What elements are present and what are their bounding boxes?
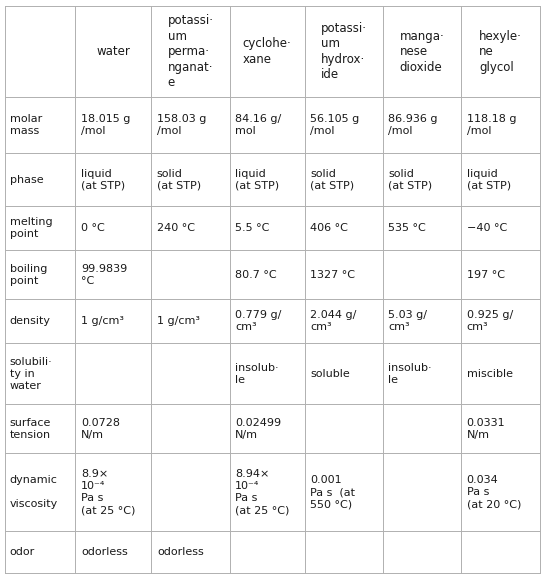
Text: melting
point: melting point xyxy=(10,217,52,239)
Text: 99.9839
°C: 99.9839 °C xyxy=(81,263,127,285)
Text: 0.779 g/
cm³: 0.779 g/ cm³ xyxy=(235,310,282,332)
Text: 1 g/cm³: 1 g/cm³ xyxy=(81,316,124,326)
Text: surface
tension: surface tension xyxy=(10,417,51,439)
Text: 0.0728
N/m: 0.0728 N/m xyxy=(81,417,120,439)
Text: 118.18 g
/mol: 118.18 g /mol xyxy=(467,114,516,136)
Text: cyclohe·
xane: cyclohe· xane xyxy=(243,38,292,66)
Text: 18.015 g
/mol: 18.015 g /mol xyxy=(81,114,130,136)
Text: odor: odor xyxy=(10,547,35,557)
Text: 1327 °C: 1327 °C xyxy=(310,270,355,280)
Text: 0.925 g/
cm³: 0.925 g/ cm³ xyxy=(467,310,513,332)
Text: 158.03 g
/mol: 158.03 g /mol xyxy=(157,114,206,136)
Text: 0 °C: 0 °C xyxy=(81,223,105,233)
Text: water: water xyxy=(96,45,130,58)
Text: density: density xyxy=(10,316,51,326)
Text: solid
(at STP): solid (at STP) xyxy=(389,168,432,190)
Text: 86.936 g
/mol: 86.936 g /mol xyxy=(389,114,438,136)
Text: hexyle·
ne
glycol: hexyle· ne glycol xyxy=(479,30,522,74)
Text: miscible: miscible xyxy=(467,369,513,379)
Text: solubili·
ty in
water: solubili· ty in water xyxy=(10,357,52,391)
Text: −40 °C: −40 °C xyxy=(467,223,507,233)
Text: 56.105 g
/mol: 56.105 g /mol xyxy=(310,114,359,136)
Text: 8.9×
10⁻⁴
Pa s
(at 25 °C): 8.9× 10⁻⁴ Pa s (at 25 °C) xyxy=(81,469,135,515)
Text: 1 g/cm³: 1 g/cm³ xyxy=(157,316,200,326)
Text: insolub·
le: insolub· le xyxy=(235,362,279,384)
Text: 240 °C: 240 °C xyxy=(157,223,195,233)
Text: 535 °C: 535 °C xyxy=(389,223,426,233)
Text: 80.7 °C: 80.7 °C xyxy=(235,270,277,280)
Text: 2.044 g/
cm³: 2.044 g/ cm³ xyxy=(310,310,356,332)
Text: solid
(at STP): solid (at STP) xyxy=(310,168,354,190)
Text: 0.001
Pa s  (at
550 °C): 0.001 Pa s (at 550 °C) xyxy=(310,475,355,509)
Text: 0.034
Pa s
(at 20 °C): 0.034 Pa s (at 20 °C) xyxy=(467,475,521,509)
Text: 5.5 °C: 5.5 °C xyxy=(235,223,270,233)
Text: 84.16 g/
mol: 84.16 g/ mol xyxy=(235,114,281,136)
Text: liquid
(at STP): liquid (at STP) xyxy=(81,168,125,190)
Text: 197 °C: 197 °C xyxy=(467,270,505,280)
Text: phase: phase xyxy=(10,174,44,185)
Text: insolub·
le: insolub· le xyxy=(389,362,432,384)
Text: 406 °C: 406 °C xyxy=(310,223,348,233)
Text: solid
(at STP): solid (at STP) xyxy=(157,168,201,190)
Text: potassi·
um
hydrox·
ide: potassi· um hydrox· ide xyxy=(320,22,367,82)
Text: molar
mass: molar mass xyxy=(10,114,42,136)
Text: liquid
(at STP): liquid (at STP) xyxy=(235,168,280,190)
Text: odorless: odorless xyxy=(81,547,128,557)
Text: 0.02499
N/m: 0.02499 N/m xyxy=(235,417,281,439)
Text: dynamic

viscosity: dynamic viscosity xyxy=(10,475,58,509)
Text: 5.03 g/
cm³: 5.03 g/ cm³ xyxy=(389,310,427,332)
Text: boiling
point: boiling point xyxy=(10,263,47,285)
Text: liquid
(at STP): liquid (at STP) xyxy=(467,168,511,190)
Text: manga·
nese
dioxide: manga· nese dioxide xyxy=(399,30,444,74)
Text: odorless: odorless xyxy=(157,547,204,557)
Text: 0.0331
N/m: 0.0331 N/m xyxy=(467,417,505,439)
Text: 8.94×
10⁻⁴
Pa s
(at 25 °C): 8.94× 10⁻⁴ Pa s (at 25 °C) xyxy=(235,469,289,515)
Text: soluble: soluble xyxy=(310,369,350,379)
Text: potassi·
um
perma·
nganat·
e: potassi· um perma· nganat· e xyxy=(168,14,214,89)
